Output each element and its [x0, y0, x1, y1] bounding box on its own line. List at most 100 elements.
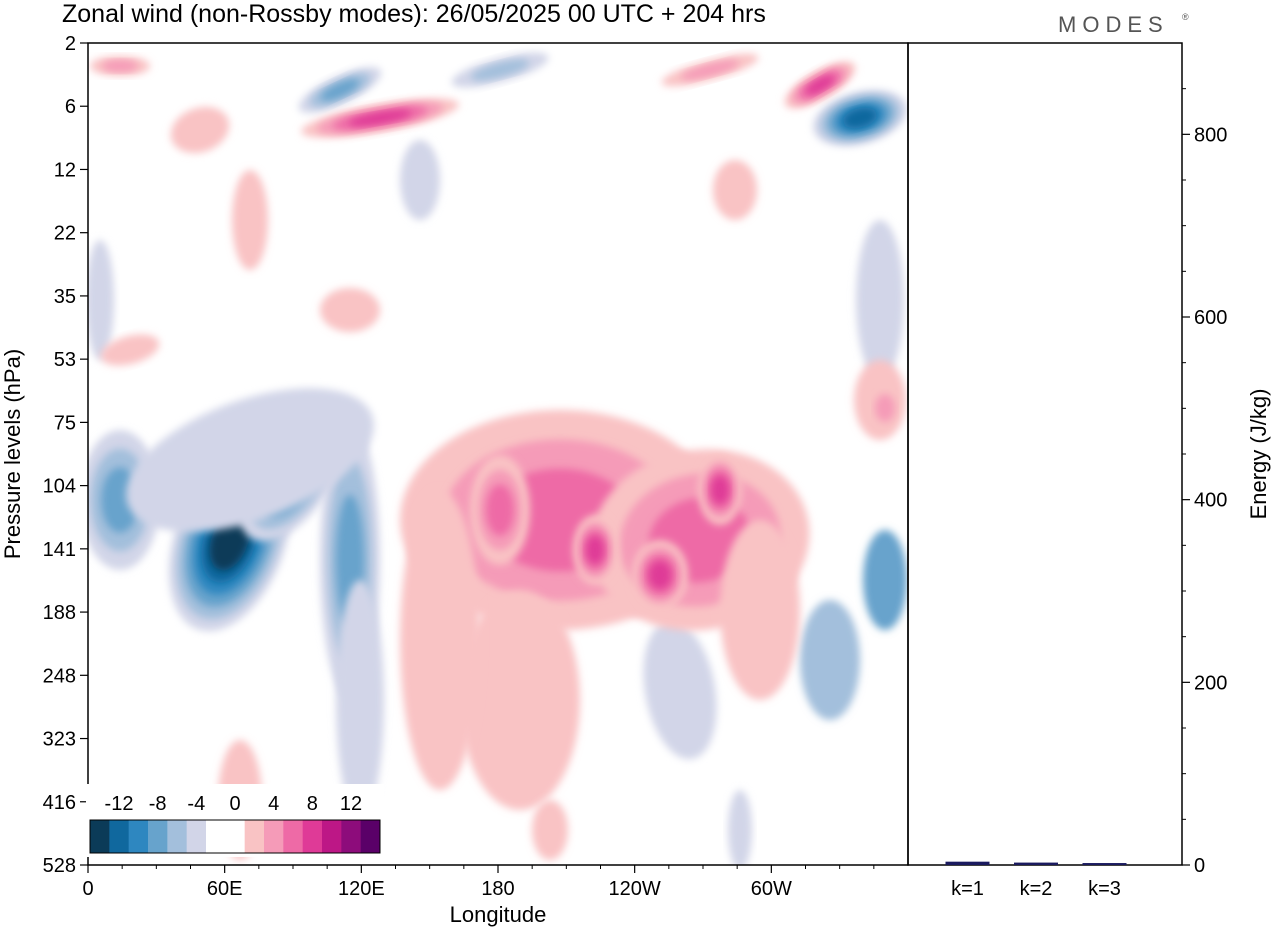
- energy-axis-label: Energy (J/kg): [1246, 389, 1271, 520]
- x-tick-label: 120E: [338, 878, 385, 900]
- energy-bar: [945, 861, 990, 865]
- colorbar-swatch: [225, 820, 246, 853]
- colorbar-label: -8: [149, 793, 167, 815]
- westerly-weak: [532, 800, 568, 860]
- energy-category-label: k=3: [1088, 878, 1121, 900]
- y-tick-label: 35: [54, 286, 76, 308]
- easterly-east-low: [863, 530, 907, 630]
- y-tick-label: 75: [54, 412, 76, 434]
- energy-tick-label: 200: [1194, 672, 1227, 694]
- y-tick-label: 248: [43, 665, 76, 687]
- colorbar: -12 -8 -4 0 4 8 12: [86, 784, 384, 857]
- energy-bar: [1082, 863, 1127, 865]
- energy-category-label: k=1: [951, 878, 984, 900]
- colorbar-swatch: [90, 820, 110, 853]
- stratospheric-westerly: [348, 110, 412, 126]
- logo-mark: ®: [1182, 12, 1189, 22]
- westerly-weak: [232, 170, 268, 270]
- westerly-weak: [713, 160, 757, 220]
- colorbar-frame: [89, 819, 381, 854]
- colorbar-swatch: [167, 820, 188, 853]
- colorbar-swatch: [148, 820, 168, 853]
- upper-easterly: [843, 107, 877, 129]
- wind-contours: [88, 52, 907, 865]
- energy-tick-label: 0: [1194, 855, 1205, 877]
- stratospheric-westerly: [680, 60, 740, 80]
- y-tick-label: 53: [54, 349, 76, 371]
- easterly-halo: [126, 388, 374, 532]
- colorbar-label: 0: [229, 793, 240, 815]
- stratospheric-westerly: [102, 60, 138, 72]
- y-tick-label: 2: [65, 33, 76, 55]
- y-tick-label: 141: [43, 539, 76, 561]
- energy-category-label: k=2: [1020, 878, 1053, 900]
- colorbar-swatch: [244, 820, 265, 853]
- easterly-weak: [643, 620, 717, 760]
- colorbar-label: -12: [105, 793, 134, 815]
- easterly-weak: [88, 240, 114, 360]
- easterly-weak: [400, 140, 440, 220]
- easterly-east-column: [856, 220, 904, 380]
- chart-title: Zonal wind (non-Rossby modes): 26/05/202…: [62, 0, 766, 28]
- westerly-weak: [170, 106, 230, 154]
- colorbar-swatch: [186, 820, 207, 853]
- y-tick-label: 528: [43, 855, 76, 877]
- x-tick-label: 180: [481, 878, 514, 900]
- colorbar-swatch: [109, 820, 130, 853]
- colorbar-swatch: [341, 820, 362, 853]
- energy-bar: [1014, 862, 1058, 865]
- heatmap-panel: 0 60E 120E 180 120W 60W 2 6 12 22 35 53 75 104 141 188…: [0, 33, 909, 927]
- y-axis-label: Pressure levels (hPa): [0, 349, 25, 559]
- energy-panel: k=1 k=2 k=3 0 200 400 600 800 Energy (J/kg): [907, 42, 1271, 900]
- y-tick-label: 188: [43, 602, 76, 624]
- energy-frame: [907, 42, 1183, 866]
- westerly-max: [711, 476, 729, 504]
- colorbar-label: 12: [340, 793, 362, 815]
- easterly-weak: [336, 580, 384, 820]
- x-axis: 0 60E 120E 180 120W 60W: [82, 865, 875, 900]
- energy-tick-label: 600: [1194, 307, 1227, 329]
- stratospheric-easterly: [470, 59, 530, 81]
- colorbar-swatch: [264, 820, 284, 853]
- modes-logo: MODES ®: [1058, 12, 1189, 37]
- logo-text: MODES: [1058, 12, 1169, 37]
- colorbar-label: 8: [307, 793, 318, 815]
- x-tick-label: 0: [82, 878, 93, 900]
- y-tick-label: 323: [43, 729, 76, 751]
- y-axis: 2 6 12 22 35 53 75 104 141 188 248 323 416 528: [43, 33, 88, 877]
- stratospheric-westerly: [805, 75, 835, 95]
- westerly-tail: [720, 520, 800, 700]
- westerly-max: [586, 536, 604, 564]
- westerly-max: [486, 484, 514, 536]
- y-tick-label: 22: [54, 223, 76, 245]
- colorbar-swatch: [206, 820, 226, 853]
- energy-tick-label: 400: [1194, 490, 1227, 512]
- westerly-tail: [460, 590, 580, 810]
- y-tick-label: 12: [54, 159, 76, 181]
- x-tick-label: 120W: [609, 878, 661, 900]
- energy-bars: k=1 k=2 k=3: [945, 861, 1127, 900]
- colorbar-label: 4: [268, 793, 279, 815]
- energy-axis: 0 200 400 600 800: [1182, 88, 1227, 877]
- y-tick-label: 416: [43, 792, 76, 814]
- westerly-weak: [320, 288, 380, 332]
- colorbar-swatch: [302, 820, 323, 853]
- x-tick-label: 60E: [207, 878, 243, 900]
- colorbar-swatch: [283, 820, 304, 853]
- westerly-max: [648, 561, 672, 589]
- westerly-weak: [100, 334, 160, 366]
- colorbar-swatch: [322, 820, 342, 853]
- westerly-tail: [400, 490, 480, 790]
- easterly-weak: [728, 790, 752, 865]
- y-tick-label: 104: [43, 476, 76, 498]
- x-tick-label: 60W: [751, 878, 792, 900]
- energy-tick-label: 800: [1194, 124, 1227, 146]
- colorbar-swatch: [360, 820, 381, 853]
- x-axis-label: Longitude: [450, 902, 547, 927]
- y-tick-label: 6: [65, 96, 76, 118]
- colorbar-swatch: [128, 820, 149, 853]
- stratospheric-easterly: [320, 79, 360, 101]
- easterly-east-low: [800, 600, 860, 720]
